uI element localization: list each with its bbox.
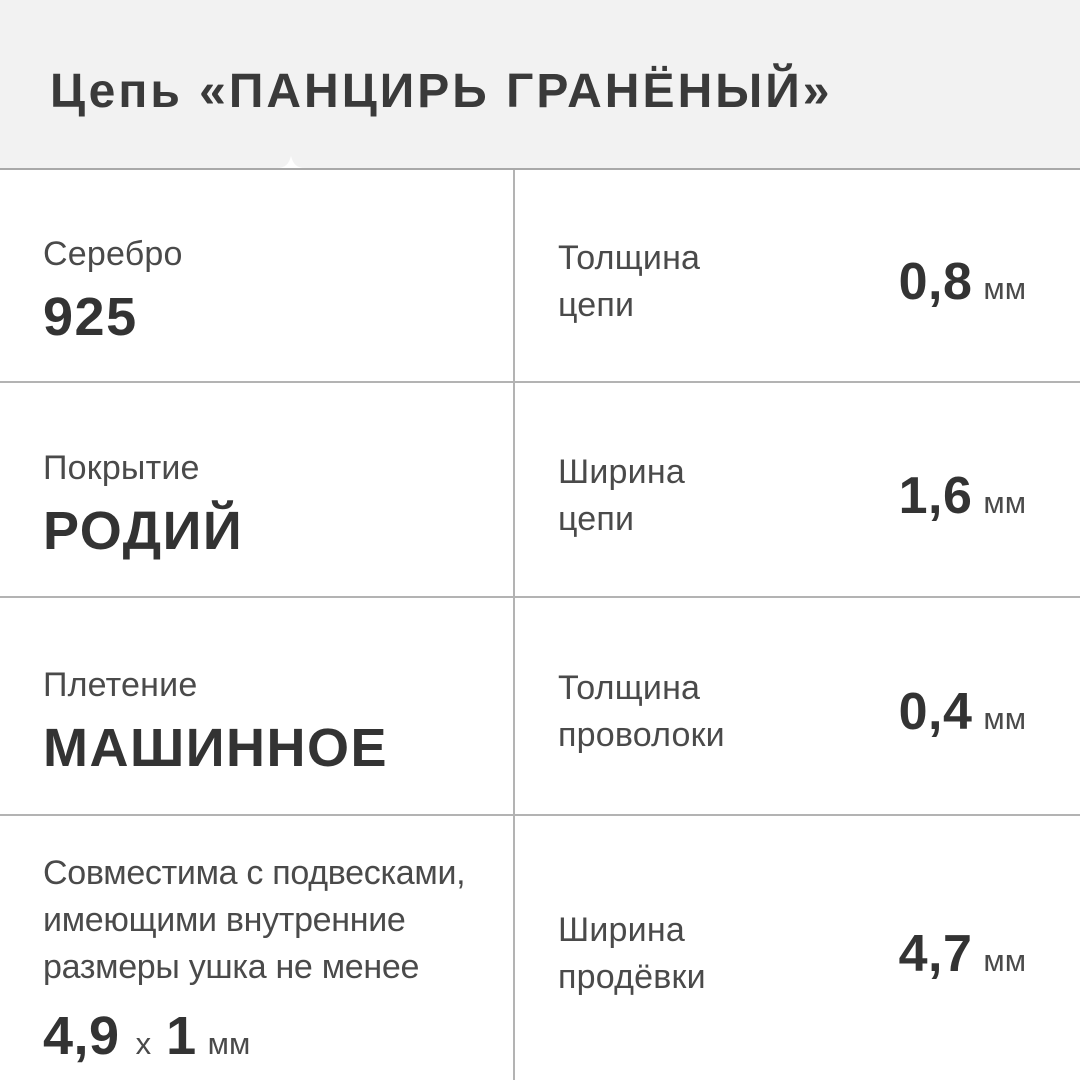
note-line: Совместима с подвесками, (43, 853, 466, 892)
spec-label: Покрытие (43, 449, 200, 487)
spec-measure: 0,4 мм (899, 682, 1026, 742)
spec-label: Серебро (43, 235, 183, 273)
spec-unit: мм (983, 484, 1026, 520)
spec-cell-chain-thickness: Толщина цепи 0,8 мм (515, 170, 1080, 383)
spec-label-line: цепи (558, 285, 635, 324)
spec-unit: мм (983, 943, 1026, 978)
spec-value: 0,8 (898, 252, 973, 311)
spec-cell-silver: Серебро 925 (0, 170, 515, 383)
spec-cell-threading-width: Ширина продёвки 4,7 мм (515, 816, 1080, 1080)
spec-cell-wire-thickness: Толщина проволоки 0,4 мм (515, 598, 1080, 816)
spec-label-line: Ширина (558, 911, 685, 949)
spec-value: МАШИННОЕ (43, 717, 389, 778)
spec-value: РОДИЙ (43, 501, 244, 561)
spec-value: 925 (43, 287, 138, 347)
spec-label-line: Ширина (558, 452, 685, 491)
size-width: 4,9 (43, 1005, 120, 1066)
size-height: 1 (166, 1005, 197, 1066)
size-separator: х (135, 1025, 152, 1061)
spec-label: Ширина продёвки (558, 907, 706, 1001)
spec-cell-weave: Плетение МАШИННОЕ (0, 598, 515, 816)
header: Цепь «ПАНЦИРЬ ГРАНЁНЫЙ» (0, 0, 1080, 170)
compatibility-size: 4,9 х 1 мм (43, 1005, 503, 1067)
spec-unit: мм (983, 270, 1026, 306)
spec-label: Толщина цепи (558, 235, 700, 329)
note-line: размеры ушка не менее (43, 947, 420, 986)
spec-cell-compatibility: Совместима с подвесками, имеющими внутре… (0, 816, 515, 1080)
spec-label: Плетение (43, 665, 198, 704)
note-line: имеющими внутренние (43, 900, 406, 939)
spec-label-line: продёвки (558, 958, 706, 996)
header-pointer-icon (277, 156, 305, 168)
spec-label-line: проволоки (558, 716, 725, 754)
spec-label: Ширина цепи (558, 449, 685, 543)
spec-label: Толщина проволоки (558, 665, 725, 759)
spec-label-line: цепи (558, 499, 635, 538)
spec-measure: 4,7 мм (899, 924, 1026, 984)
spec-value: 0,4 (898, 683, 973, 741)
compatibility-note: Совместима с подвесками, имеющими внутре… (43, 850, 503, 991)
spec-value: 1,6 (898, 466, 973, 525)
spec-measure: 1,6 мм (899, 466, 1026, 526)
spec-value: 4,7 (898, 925, 973, 983)
spec-label-line: Толщина (558, 238, 701, 277)
spec-table: Серебро 925 Толщина цепи 0,8 мм Покрытие… (0, 170, 1080, 1080)
spec-unit: мм (983, 701, 1026, 736)
spec-cell-chain-width: Ширина цепи 1,6 мм (515, 383, 1080, 598)
spec-measure: 0,8 мм (899, 252, 1026, 312)
spec-unit: мм (207, 1025, 251, 1061)
spec-cell-coating: Покрытие РОДИЙ (0, 383, 515, 598)
spec-label-line: Толщина (558, 669, 701, 707)
page-title: Цепь «ПАНЦИРЬ ГРАНЁНЫЙ» (50, 64, 833, 118)
